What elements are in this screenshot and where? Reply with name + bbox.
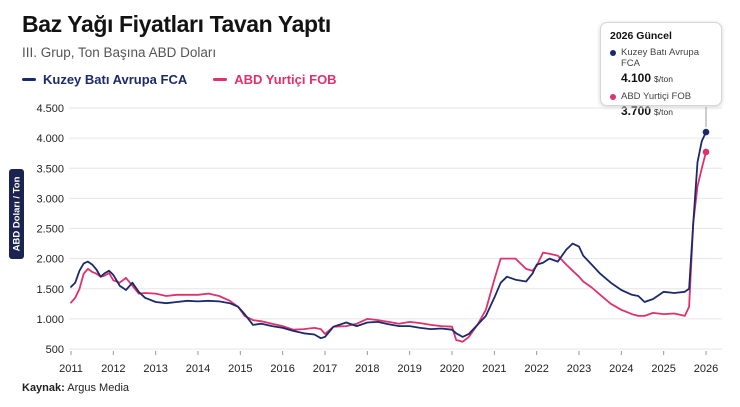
x-tick-label: 2024 <box>609 363 633 375</box>
x-tick-label: 2011 <box>59 363 83 375</box>
chart-title: Baz Yağı Fiyatları Tavan Yaptı <box>22 11 331 37</box>
y-tick-label: 4.500 <box>36 103 64 115</box>
y-tick-label: 3.000 <box>36 193 64 205</box>
x-tick-label: 2014 <box>186 363 210 375</box>
y-axis-ticks: 500 1.000 1.500 2.000 2.500 3.000 3.500 4.000 4.… <box>36 103 64 356</box>
x-tick-label: 2022 <box>524 363 548 375</box>
x-tick-label: 2015 <box>228 363 252 375</box>
x-tick-label: 2012 <box>101 363 125 375</box>
chart-subtitle: III. Grup, Ton Başına ABD Doları <box>22 45 217 60</box>
legend-item-nwe: Kuzey Batı Avrupa FCA <box>22 72 187 87</box>
series-endpoint-nwe <box>702 128 710 136</box>
y-axis-title-badge: ABD Doları / Ton <box>9 169 24 259</box>
x-tick-label: 2025 <box>651 363 675 375</box>
y-tick-label: 2.500 <box>36 224 64 236</box>
x-tick-label: 2016 <box>270 363 294 375</box>
grid-lines <box>69 107 722 350</box>
x-tick-label: 2021 <box>482 363 506 375</box>
callout-value-nwe: 4.100 <box>621 71 652 85</box>
callout-dot-nwe <box>610 50 616 56</box>
legend-label-us: ABD Yurtiçi FOB <box>234 72 337 87</box>
y-tick-label: 2.000 <box>36 254 64 266</box>
callout-name-us: ABD Yurtiçi FOB <box>621 91 692 102</box>
callout-dot-us <box>610 94 616 100</box>
callout-entry-nwe: Kuzey Batı Avrupa FCA 4.100 $/ton <box>610 47 712 87</box>
callout-unit-nwe: $/ton <box>654 74 673 84</box>
x-tick-label: 2017 <box>313 363 337 375</box>
current-price-callout: 2026 Güncel Kuzey Batı Avrupa FCA 4.100 $… <box>600 22 722 118</box>
x-tick-label: 2018 <box>355 363 379 375</box>
legend-label-nwe: Kuzey Batı Avrupa FCA <box>43 72 188 87</box>
source-value: Argus Media <box>67 382 130 394</box>
series-line-us <box>70 151 707 343</box>
series-endpoint-us <box>702 148 710 156</box>
callout-name-nwe: Kuzey Batı Avrupa FCA <box>621 47 699 69</box>
legend-item-us: ABD Yurtiçi FOB <box>213 72 337 87</box>
x-tick-label: 2020 <box>440 363 464 375</box>
x-tick-label: 2023 <box>567 363 591 375</box>
legend-swatch-nwe <box>22 78 36 81</box>
legend-swatch-us <box>213 78 228 81</box>
y-tick-label: 4.000 <box>36 133 64 145</box>
x-tick-label: 2019 <box>397 363 421 375</box>
callout-unit-us: $/ton <box>654 107 673 117</box>
series-lines <box>70 128 710 343</box>
y-tick-label: 3.500 <box>36 163 64 175</box>
x-tick-label: 2026 <box>694 363 718 375</box>
source-note: Kaynak: Argus Media <box>22 382 129 394</box>
source-label: Kaynak: <box>22 382 65 394</box>
x-axis-ticks: 2011 2012 2013 2014 2015 2016 2017 2018 2019 2020… <box>59 351 718 375</box>
legend: Kuzey Batı Avrupa FCA ABD Yurtiçi FOB <box>22 72 337 87</box>
y-tick-label: 1.500 <box>36 284 64 296</box>
x-tick-label: 2013 <box>143 363 167 375</box>
callout-title: 2026 Güncel <box>610 30 672 42</box>
y-tick-label: 1.000 <box>36 314 64 326</box>
y-tick-label: 500 <box>46 344 64 356</box>
series-line-nwe <box>70 131 707 340</box>
